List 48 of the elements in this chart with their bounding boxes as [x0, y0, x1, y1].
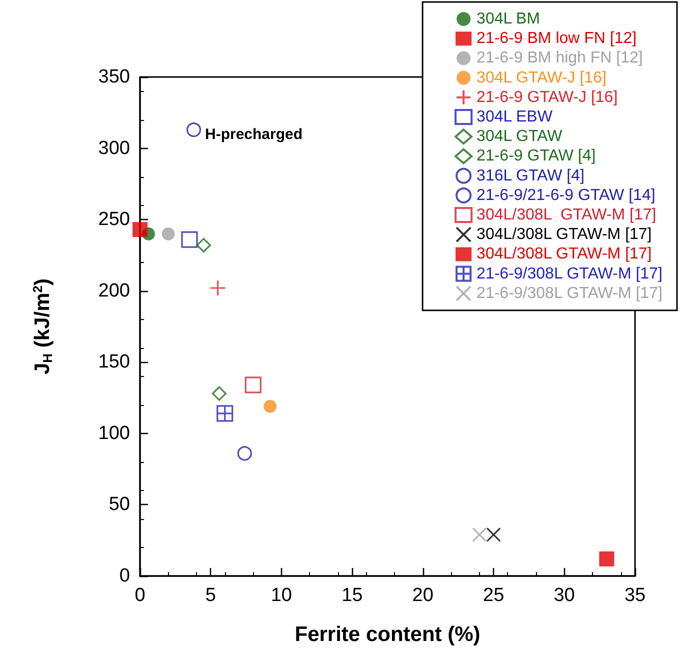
point	[237, 446, 252, 461]
legend-label: 21-6-9/21-6-9 GTAW [14]	[476, 186, 656, 204]
point	[181, 231, 198, 248]
annotation: H-precharged	[205, 126, 303, 143]
x-tick-label: 35	[624, 585, 646, 606]
legend-label: 21-6-9/308L GTAW-M [17]	[476, 265, 662, 282]
legend-label: 21-6-9 GTAW [4]	[476, 148, 596, 165]
legend-label: 304L GTAW-J [16]	[476, 69, 606, 86]
x-tick-label: 25	[483, 585, 504, 606]
x-tick-label: 30	[554, 585, 575, 606]
legend-label: 304L/308L GTAW-M [17]	[476, 206, 656, 224]
point	[264, 400, 277, 413]
point	[599, 551, 614, 566]
point	[244, 376, 262, 394]
legend-label: 316L GTAW [4]	[476, 167, 584, 184]
x-tick-label: 5	[205, 585, 216, 606]
y-tick-label: 50	[108, 494, 130, 516]
point	[186, 122, 202, 138]
point	[209, 280, 226, 296]
x-axis-title: Ferrite content (%)	[294, 623, 480, 646]
x-tick-label: 20	[412, 585, 434, 606]
y-tick-label: 300	[98, 138, 130, 159]
y-tick-label: 0	[119, 566, 130, 586]
point	[196, 238, 211, 253]
point	[216, 405, 234, 422]
point	[472, 527, 487, 542]
legend-label: 304L BM	[476, 10, 540, 28]
y-axis-title: JH (kJ/m2)	[30, 278, 55, 374]
legend-label: 304L EBW	[476, 108, 554, 126]
x-tick-label: 10	[270, 585, 292, 606]
legend-label: 21-6-9/308L GTAW-M [17]	[476, 284, 662, 302]
point	[486, 527, 501, 542]
point	[212, 386, 226, 401]
y-tick-label: 150	[98, 352, 130, 373]
point	[132, 222, 148, 238]
legend-label: 21-6-9 BM low FN [12]	[476, 30, 637, 48]
y-tick-label: 250	[98, 209, 130, 230]
legend-label: 304L GTAW	[476, 128, 564, 146]
x-tick-label: 0	[134, 585, 146, 606]
point	[162, 227, 175, 240]
legend-label: 304L/308L GTAW-M [17]	[476, 246, 652, 263]
y-tick-label: 200	[98, 280, 130, 302]
legend-label: 21-6-9 BM high FN [12]	[476, 50, 643, 67]
y-tick-label: 100	[98, 422, 130, 444]
x-tick-label: 15	[342, 585, 363, 606]
legend-label: 21-6-9 GTAW-J [16]	[476, 88, 618, 106]
y-tick-label: 350	[98, 66, 130, 88]
legend-label: 304L/308L GTAW-M [17]	[476, 226, 652, 244]
